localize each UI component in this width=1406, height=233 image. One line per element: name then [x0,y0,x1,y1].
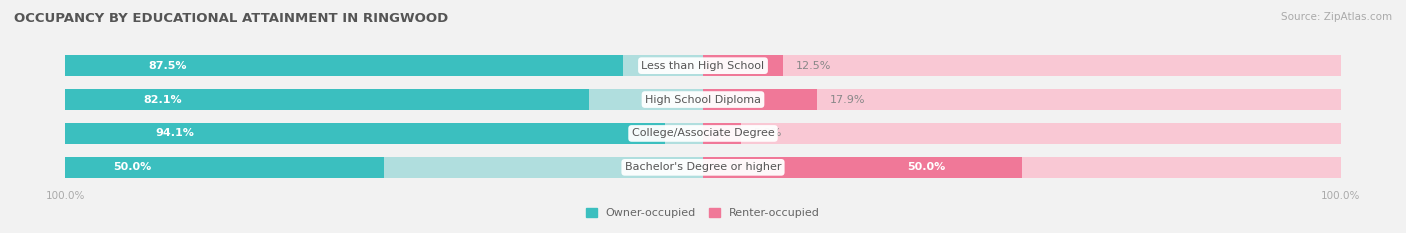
Text: 50.0%: 50.0% [112,162,152,172]
Bar [703,89,1341,110]
Bar [703,89,817,110]
Text: 100.0%: 100.0% [45,191,84,201]
Bar [65,123,703,144]
Text: Source: ZipAtlas.com: Source: ZipAtlas.com [1281,12,1392,22]
Text: 94.1%: 94.1% [155,128,194,138]
Text: 5.9%: 5.9% [754,128,782,138]
Text: 12.5%: 12.5% [796,61,831,71]
Bar [703,55,1341,76]
Bar [65,89,703,110]
Text: 87.5%: 87.5% [149,61,187,71]
Bar [65,89,589,110]
Text: 50.0%: 50.0% [907,162,945,172]
Bar [703,157,1341,178]
Bar [703,55,783,76]
Bar [703,157,1022,178]
Text: 100.0%: 100.0% [1322,191,1361,201]
Bar [703,123,741,144]
Legend: Owner-occupied, Renter-occupied: Owner-occupied, Renter-occupied [581,203,825,223]
Bar [65,157,384,178]
Text: Bachelor's Degree or higher: Bachelor's Degree or higher [624,162,782,172]
Bar [703,123,1341,144]
Text: College/Associate Degree: College/Associate Degree [631,128,775,138]
Bar [65,157,703,178]
Text: Less than High School: Less than High School [641,61,765,71]
Bar [65,123,665,144]
Text: High School Diploma: High School Diploma [645,95,761,105]
Text: 82.1%: 82.1% [143,95,183,105]
Text: OCCUPANCY BY EDUCATIONAL ATTAINMENT IN RINGWOOD: OCCUPANCY BY EDUCATIONAL ATTAINMENT IN R… [14,12,449,25]
Text: 17.9%: 17.9% [830,95,866,105]
Bar [65,55,703,76]
Bar [65,55,623,76]
